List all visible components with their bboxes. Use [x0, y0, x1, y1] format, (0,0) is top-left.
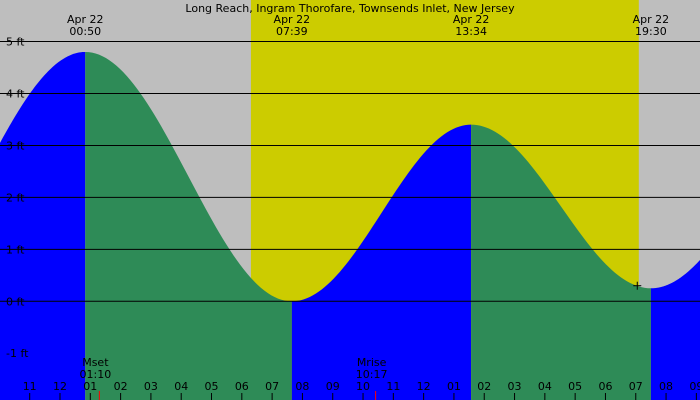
hour-label: 07 [265, 380, 279, 393]
tide-event-time: 13:34 [455, 25, 487, 38]
tide-event-time: 00:50 [69, 25, 101, 38]
hour-label: 05 [205, 380, 219, 393]
hour-label: 04 [174, 380, 188, 393]
moon-event-label: Mset [82, 356, 109, 369]
hour-label: 07 [629, 380, 643, 393]
hour-label: 06 [235, 380, 249, 393]
height-tick-labels: 5 ft 4 ft 3 ft 2 ft 1 ft 0 ft -1 ft [6, 36, 29, 361]
moon-event-time: 01:10 [80, 368, 112, 381]
rising-tide-segment [650, 260, 700, 400]
height-gridlines [0, 41, 700, 302]
hour-label: 03 [508, 380, 522, 393]
hour-label: 12 [53, 380, 67, 393]
tide-event-time: 07:39 [276, 25, 308, 38]
tide-area [0, 51, 700, 400]
hour-label: 02 [477, 380, 491, 393]
hour-label: 01 [447, 380, 461, 393]
height-label: -1 ft [6, 347, 29, 360]
hour-label: 08 [659, 380, 673, 393]
chart-title: Long Reach, Ingram Thorofare, Townsends … [185, 2, 515, 15]
height-label: 1 ft [6, 243, 25, 256]
hour-label: 12 [417, 380, 431, 393]
hour-label: 09 [689, 380, 700, 393]
tide-event-time: 19:30 [635, 25, 667, 38]
moon-event-label: Mrise [357, 356, 387, 369]
current-time-marker [633, 281, 642, 290]
falling-tide-segment [471, 124, 651, 400]
hour-label: 11 [386, 380, 400, 393]
hour-label: 09 [326, 380, 340, 393]
hour-label: 02 [114, 380, 128, 393]
moon-event-time: 10:17 [356, 368, 388, 381]
height-label: 2 ft [6, 191, 25, 204]
hour-label: 06 [598, 380, 612, 393]
height-label: 5 ft [6, 36, 25, 49]
tide-event-date: Apr 22 [453, 13, 490, 26]
hour-label: 11 [23, 380, 37, 393]
height-label: 0 ft [6, 295, 25, 308]
tide-event-date: Apr 22 [633, 13, 670, 26]
hour-label: 03 [144, 380, 158, 393]
height-label: 3 ft [6, 139, 25, 152]
falling-tide-segment [85, 51, 292, 400]
hour-label: 05 [568, 380, 582, 393]
rising-tide-segment [291, 124, 472, 400]
hour-label: 08 [295, 380, 309, 393]
hour-label: 04 [538, 380, 552, 393]
tide-event-date: Apr 22 [67, 13, 104, 26]
height-label: 4 ft [6, 88, 25, 101]
tide-event-date: Apr 22 [274, 13, 311, 26]
rising-tide-segment [0, 51, 86, 400]
hour-tick-labels: 11 12 01 02 03 04 05 06 07 08 09 10 11 12 01 02 03 04 05 06… [23, 380, 700, 400]
hour-label: 01 [83, 380, 97, 393]
hour-label: 10 [356, 380, 370, 393]
